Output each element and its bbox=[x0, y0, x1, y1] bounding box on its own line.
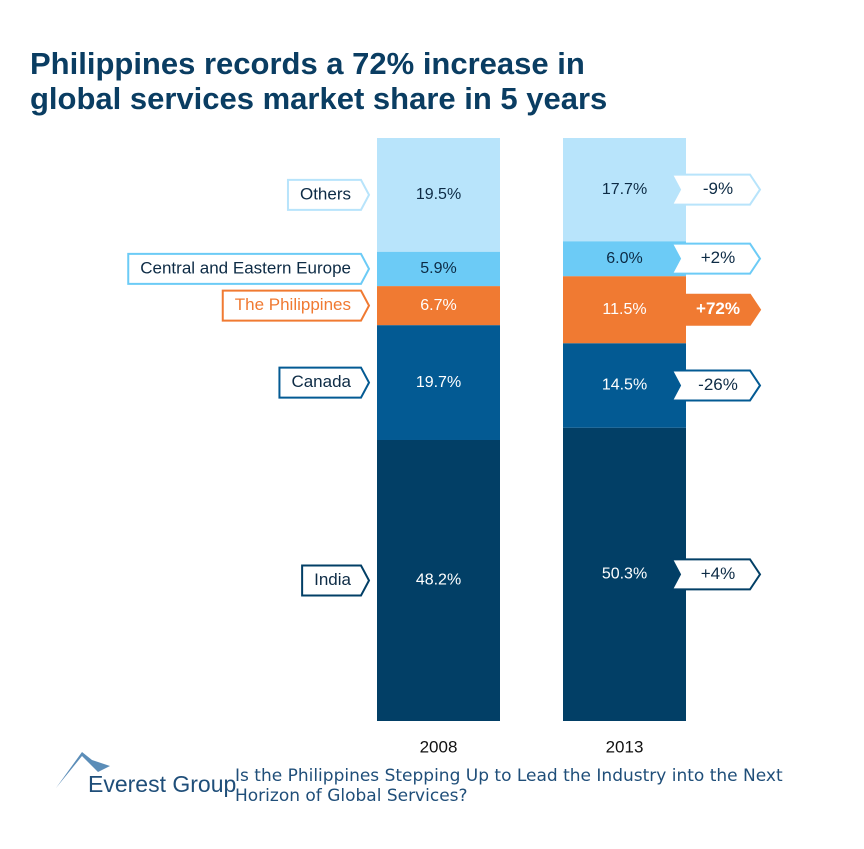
change-box bbox=[670, 173, 762, 206]
change-label: +4% bbox=[701, 564, 736, 583]
change-label: +2% bbox=[701, 248, 736, 267]
logo-icon bbox=[56, 752, 110, 788]
caption: Is the Philippines Stepping Up to Lead t… bbox=[235, 766, 783, 806]
bar-segment bbox=[563, 276, 686, 344]
legend-label: Central and Eastern Europe bbox=[140, 258, 351, 277]
bar-segment bbox=[377, 439, 500, 721]
bar-segment bbox=[563, 427, 686, 721]
chart-title: global services market share in 5 years bbox=[30, 81, 607, 116]
legend-box bbox=[301, 564, 371, 597]
change-box bbox=[670, 293, 762, 326]
value-label: 6.7% bbox=[420, 297, 456, 314]
change-box bbox=[670, 558, 762, 591]
legend-box bbox=[286, 178, 371, 211]
chart-title: Philippines records a 72% increase in bbox=[30, 46, 585, 81]
value-label: 19.7% bbox=[416, 374, 461, 391]
bar-segment bbox=[377, 251, 500, 287]
legend-label: The Philippines bbox=[235, 295, 351, 314]
value-label: 50.3% bbox=[602, 566, 647, 583]
value-label: 14.5% bbox=[602, 377, 647, 394]
x-tick-label: 2013 bbox=[606, 737, 644, 756]
x-tick-label: 2008 bbox=[420, 737, 458, 756]
change-label: +72% bbox=[696, 299, 740, 318]
legend-box bbox=[127, 252, 371, 285]
bar-segment bbox=[377, 138, 500, 252]
legend-box bbox=[278, 366, 371, 399]
change-box bbox=[670, 242, 762, 275]
value-label: 19.5% bbox=[416, 186, 461, 203]
legend-label: Others bbox=[300, 184, 351, 203]
value-label: 6.0% bbox=[606, 250, 642, 267]
legend-box bbox=[221, 289, 371, 322]
change-box bbox=[670, 369, 762, 402]
value-label: 5.9% bbox=[420, 260, 456, 277]
bar-segment bbox=[563, 138, 686, 242]
bar-segment bbox=[377, 286, 500, 326]
legend-label: India bbox=[314, 570, 351, 589]
legend-label: Canada bbox=[291, 372, 351, 391]
change-label: -26% bbox=[698, 375, 738, 394]
logo-text: Everest Group bbox=[88, 771, 236, 797]
value-label: 17.7% bbox=[602, 181, 647, 198]
bar-segment bbox=[563, 343, 686, 428]
bar-segment bbox=[377, 325, 500, 440]
bar-segment bbox=[563, 241, 686, 277]
value-label: 48.2% bbox=[416, 572, 461, 589]
value-label: 11.5% bbox=[602, 301, 646, 318]
change-label: -9% bbox=[703, 179, 733, 198]
